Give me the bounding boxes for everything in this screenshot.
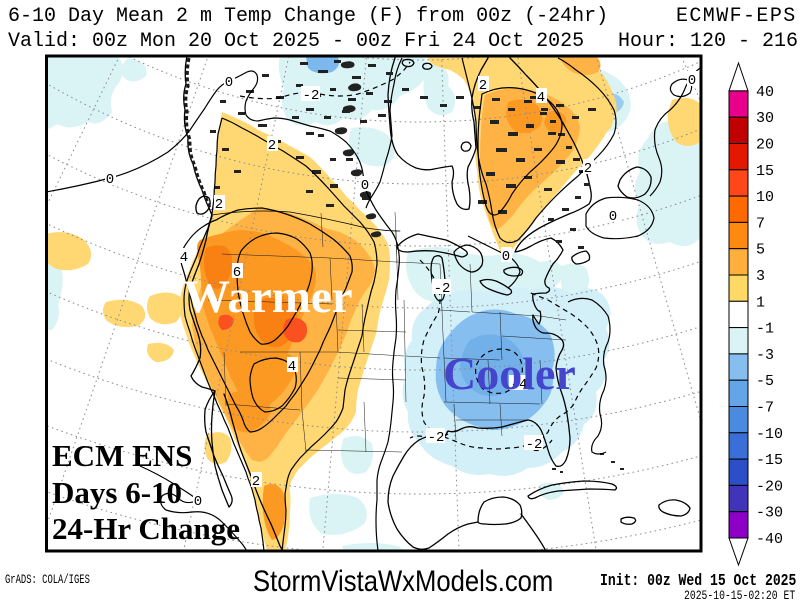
svg-text:15: 15 (756, 163, 774, 180)
svg-text:-30: -30 (756, 505, 783, 522)
svg-text:4: 4 (537, 90, 545, 106)
svg-text:2: 2 (479, 78, 487, 94)
svg-text:-2: -2 (428, 430, 445, 446)
svg-text:24-Hr Change: 24-Hr Change (52, 511, 240, 546)
svg-text:2: 2 (215, 197, 223, 213)
svg-text:-4: -4 (511, 377, 528, 393)
svg-text:Cooler: Cooler (443, 348, 576, 399)
svg-text:0: 0 (225, 75, 233, 91)
svg-text:2: 2 (252, 474, 260, 490)
svg-text:-20: -20 (756, 478, 783, 495)
svg-text:ECM ENS: ECM ENS (52, 438, 192, 473)
svg-text:-2: -2 (434, 281, 451, 297)
svg-text:0: 0 (106, 172, 114, 188)
svg-text:7: 7 (756, 215, 765, 232)
svg-text:20: 20 (756, 137, 774, 154)
svg-text:0: 0 (609, 209, 617, 225)
svg-text:0: 0 (502, 249, 510, 265)
svg-text:Days 6-10: Days 6-10 (52, 475, 182, 510)
svg-text:-15: -15 (756, 452, 783, 469)
svg-text:-2: -2 (303, 88, 320, 104)
svg-text:-2: -2 (526, 437, 543, 453)
svg-text:0: 0 (688, 73, 696, 89)
svg-text:2: 2 (584, 161, 592, 177)
svg-text:-3: -3 (756, 347, 774, 364)
svg-text:-10: -10 (756, 426, 783, 443)
svg-text:4: 4 (288, 359, 296, 375)
svg-text:4: 4 (180, 250, 188, 266)
svg-text:-1: -1 (756, 321, 774, 338)
svg-text:40: 40 (756, 84, 774, 101)
svg-text:3: 3 (756, 268, 765, 285)
svg-text:-40: -40 (756, 531, 783, 548)
svg-text:10: 10 (756, 189, 774, 206)
svg-text:-7: -7 (756, 400, 774, 417)
svg-text:0: 0 (194, 494, 202, 510)
svg-text:2: 2 (268, 138, 276, 154)
svg-text:Warmer: Warmer (183, 271, 353, 323)
svg-text:-5: -5 (756, 373, 774, 390)
svg-text:30: 30 (756, 110, 774, 127)
svg-text:6: 6 (233, 265, 241, 281)
svg-text:0: 0 (361, 178, 369, 194)
svg-text:5: 5 (756, 242, 765, 259)
svg-text:1: 1 (756, 294, 765, 311)
